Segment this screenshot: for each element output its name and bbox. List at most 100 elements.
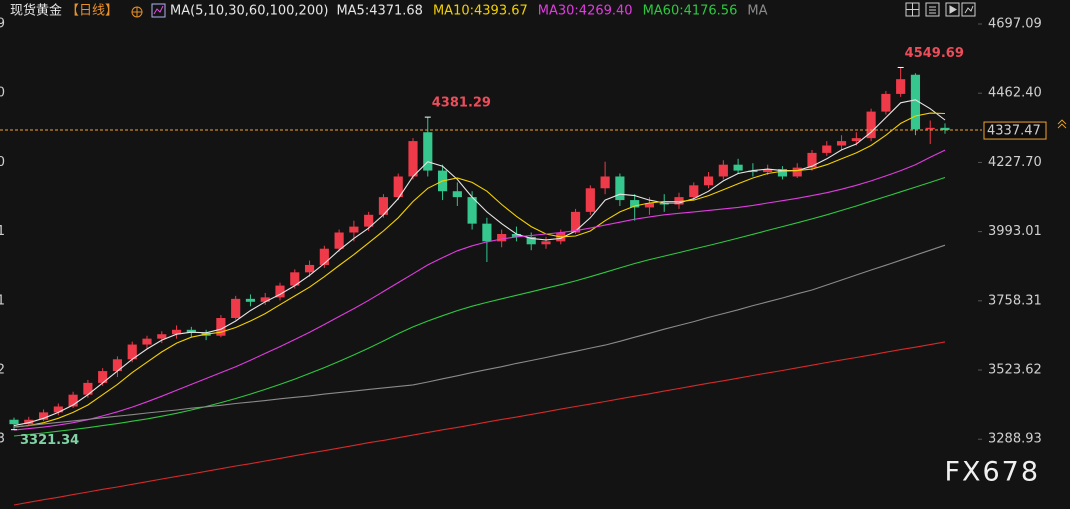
candle-body: [630, 200, 640, 208]
y-tick-label: 3523.62: [988, 363, 1042, 378]
candle-body: [157, 334, 167, 339]
candle-body: [511, 233, 522, 237]
candle-body: [393, 176, 403, 198]
candle-body: [231, 298, 241, 319]
candle-body: [881, 93, 891, 112]
y-tick-label: 3758.31: [988, 293, 1042, 308]
candle-body: [452, 191, 462, 198]
candle-body: [319, 248, 329, 265]
candle-body: [127, 344, 137, 360]
candle-body: [53, 406, 63, 413]
watermark: FX678: [944, 457, 1040, 488]
candle-body: [940, 127, 950, 131]
legend-entry: MA30:4269.40: [538, 4, 633, 19]
instrument-title: 现货黄金: [10, 3, 62, 19]
price-label: 4337.47: [987, 124, 1041, 139]
candle-body: [68, 394, 78, 407]
legend-entry: MA5:4371.68: [336, 4, 423, 19]
left-y-tick-label: 4462.40: [0, 86, 5, 101]
left-y-tick-label: 4227.70: [0, 155, 5, 170]
ma-line: [13, 176, 946, 437]
candle-body: [777, 169, 788, 177]
legend-entry: MA60:4176.56: [643, 4, 738, 19]
candle-body: [408, 141, 418, 177]
candle-body: [38, 412, 49, 420]
indicator-icon[interactable]: [151, 3, 166, 18]
ma-line: [13, 244, 946, 428]
candle-body: [748, 170, 758, 173]
candle-body: [245, 298, 256, 302]
candle-body: [482, 223, 492, 242]
candle-body: [275, 285, 285, 298]
candle-body: [216, 318, 226, 336]
tool-button[interactable]: [925, 2, 940, 17]
candle-body: [497, 233, 507, 242]
add-icon[interactable]: [131, 6, 143, 18]
plot-area: [0, 23, 982, 506]
candle-body: [689, 185, 699, 198]
candle-body: [585, 188, 595, 212]
high-label: 4549.69: [905, 46, 964, 61]
candle-body: [674, 197, 684, 205]
left-y-tick-label: 4697.09: [0, 17, 5, 32]
price-box: [983, 121, 1047, 140]
candle-body: [83, 382, 93, 395]
candle-body: [615, 176, 625, 201]
y-tick-label: 4462.40: [988, 86, 1042, 101]
ma-line: [13, 149, 946, 431]
candle-body: [851, 138, 861, 142]
candle-body: [467, 197, 477, 224]
candle-body: [378, 197, 389, 215]
ma-line: [13, 112, 946, 428]
left-y-tick-label: 3523.62: [0, 363, 5, 378]
candle-body: [24, 419, 34, 425]
y-tick-label: 4697.09: [988, 17, 1042, 32]
candle-body: [98, 371, 108, 383]
candle-body: [9, 419, 19, 425]
low-label: 3321.34: [20, 433, 79, 448]
candle-body: [822, 145, 832, 153]
candle-body: [112, 359, 123, 372]
candle-body: [570, 211, 581, 233]
left-y-tick-label: 3758.31: [0, 293, 5, 308]
candle-body: [600, 176, 610, 189]
candle-body: [910, 74, 921, 130]
candle-body: [334, 232, 344, 249]
candle-body: [763, 169, 773, 173]
candle-body: [836, 141, 847, 146]
candle-body: [290, 272, 300, 286]
candle-body: [792, 167, 802, 177]
overlay: 4697.09 4697.09 4462.40 4462.40 4227.70 4227.…: [0, 4, 1067, 448]
tool-button[interactable]: [905, 2, 920, 17]
legend-entry: MA: [747, 4, 767, 19]
ma-line: [13, 341, 946, 506]
legend-entry: MA10:4393.67: [433, 4, 528, 19]
toolbar: [905, 2, 976, 17]
candle-body: [260, 297, 270, 302]
candle-body: [925, 127, 935, 130]
candle-body: [659, 203, 669, 205]
tool-button[interactable]: [961, 2, 976, 17]
candle-body: [896, 79, 906, 94]
candle-body: [807, 152, 817, 168]
price-arrow: [1057, 119, 1067, 129]
indicator-label: MA(5,10,30,60,100,200): [170, 4, 328, 19]
candle-body: [349, 226, 359, 233]
candle-body: [541, 241, 551, 245]
candle-body: [526, 236, 536, 245]
candle-body: [423, 132, 433, 171]
candle-body: [171, 329, 182, 335]
left-y-tick-label: 3288.93: [0, 432, 5, 447]
period-label[interactable]: 【日线】: [66, 4, 118, 19]
candle-body: [866, 111, 876, 139]
y-tick-label: 3288.93: [988, 432, 1042, 447]
tool-button[interactable]: [945, 2, 960, 17]
candle-body: [364, 214, 374, 227]
candle-body: [142, 338, 152, 345]
candle-body: [703, 176, 714, 186]
candle-body: [644, 203, 655, 208]
left-y-tick-label: 3993.01: [0, 224, 5, 239]
candle-body: [304, 264, 315, 273]
